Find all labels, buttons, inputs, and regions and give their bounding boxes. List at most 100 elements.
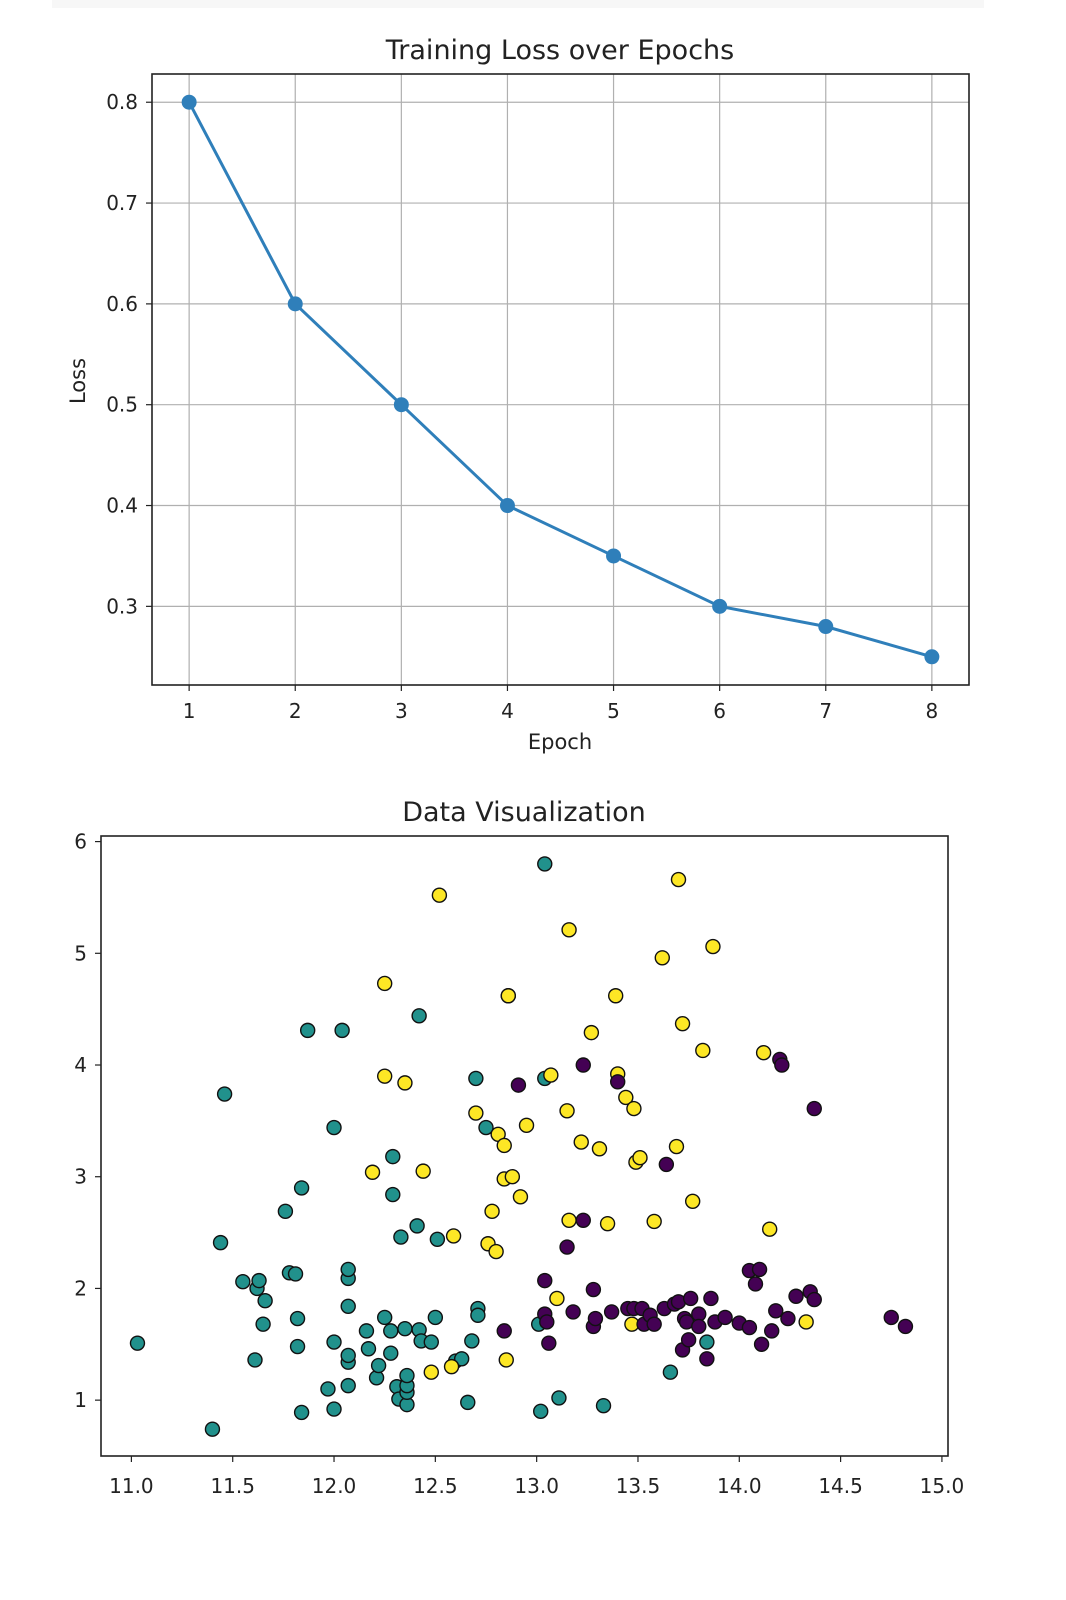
scatter-point xyxy=(798,1314,814,1330)
scatter-point xyxy=(468,1070,484,1087)
scatter-point xyxy=(751,1261,768,1278)
scatter-point xyxy=(496,1137,512,1154)
scatter-point xyxy=(399,1367,415,1384)
scatter-point xyxy=(488,1243,504,1260)
scatter-point xyxy=(561,922,577,938)
scatter-point xyxy=(397,1075,413,1091)
scatter-point xyxy=(247,1352,263,1368)
scatter-point xyxy=(510,1077,527,1093)
scatter-point xyxy=(255,1316,271,1332)
scatter-point xyxy=(293,1404,310,1421)
x-axis-label: Epoch xyxy=(528,730,592,754)
scatter-point xyxy=(632,1150,648,1166)
x-tick-label: 13.5 xyxy=(616,1474,661,1498)
x-tick-label: 11.5 xyxy=(210,1474,255,1498)
x-tick-label: 1 xyxy=(183,699,196,723)
scatter-point xyxy=(383,1345,399,1361)
scatter-point xyxy=(385,1148,401,1165)
scatter-point xyxy=(610,1074,626,1090)
scatter-point xyxy=(587,1310,604,1327)
scatter-point xyxy=(549,1290,565,1307)
chart-title: Training Loss over Epochs xyxy=(385,35,734,66)
scatter-point xyxy=(897,1318,914,1335)
x-tick-label: 14.5 xyxy=(818,1474,863,1498)
training-loss-chart: Training Loss over Epochs 1 2 3 4 5 6 7 8 0.3 0.4… xyxy=(66,35,970,754)
scatter-point xyxy=(376,1309,393,1326)
scatter-point xyxy=(376,1068,393,1084)
scatter-point xyxy=(496,1323,512,1339)
y-axis-label: Loss xyxy=(66,358,90,404)
scatter-point xyxy=(658,1156,675,1173)
scatter-point xyxy=(470,1307,486,1323)
scatter-point xyxy=(575,1212,591,1228)
scatter-point xyxy=(216,1086,233,1102)
scatter-point xyxy=(591,1141,608,1157)
scatter-point xyxy=(340,1261,356,1278)
data-point xyxy=(499,498,515,514)
scatter-point xyxy=(370,1357,387,1374)
scatter-point xyxy=(741,1319,758,1336)
scatter-point xyxy=(541,1335,557,1351)
scatter-point xyxy=(543,1067,559,1083)
scatter-point xyxy=(500,988,516,1004)
scatter-point xyxy=(334,1022,350,1039)
scatter-point xyxy=(393,1229,409,1245)
scatter-point xyxy=(561,1212,577,1228)
x-tick-label: 5 xyxy=(607,699,620,723)
scatter-point xyxy=(464,1333,480,1349)
y-tick-label: 0.5 xyxy=(106,393,138,417)
scatter-point xyxy=(573,1134,589,1150)
scatter-point xyxy=(533,1403,549,1420)
scatter-point xyxy=(705,938,721,955)
scatter-point xyxy=(806,1100,822,1117)
scatter-point xyxy=(340,1377,356,1394)
scatter-point xyxy=(409,1218,425,1234)
y-tick-label: 2 xyxy=(74,1276,87,1300)
scatter-point xyxy=(626,1100,642,1117)
x-tick-label: 11.0 xyxy=(109,1474,154,1498)
scatter-point xyxy=(537,856,553,872)
scatter-point xyxy=(129,1335,146,1351)
scatter-point xyxy=(559,1239,575,1255)
x-tick-label: 13.0 xyxy=(514,1474,559,1498)
scatter-point xyxy=(575,1057,591,1073)
scatter-point xyxy=(415,1163,431,1179)
scatter-point xyxy=(662,1364,679,1380)
x-tick-label: 7 xyxy=(819,699,832,723)
scatter-point xyxy=(289,1310,306,1327)
data-point xyxy=(287,296,303,312)
data-point xyxy=(924,649,940,665)
y-tick-label: 6 xyxy=(74,830,87,854)
scatter-point xyxy=(364,1164,381,1180)
x-tick-label: 15.0 xyxy=(920,1474,965,1498)
scatter-point xyxy=(684,1193,701,1209)
y-tick-label: 5 xyxy=(74,941,87,965)
y-tick-label: 3 xyxy=(74,1165,87,1189)
scatter-point xyxy=(682,1290,699,1307)
scatter-point xyxy=(443,1358,460,1375)
scatter-point xyxy=(806,1291,822,1308)
scatter-point xyxy=(423,1364,439,1380)
scatter-point xyxy=(618,1089,634,1106)
plot-frame xyxy=(151,73,970,686)
scatter-point xyxy=(251,1272,267,1289)
scatter-point xyxy=(326,1401,342,1417)
scatter-point xyxy=(431,887,448,903)
data-point xyxy=(818,619,834,635)
scatter-point xyxy=(453,1351,470,1367)
scatter-point xyxy=(484,1203,500,1220)
scatter-point xyxy=(780,1310,796,1327)
data-point xyxy=(712,598,728,614)
scatter-point xyxy=(340,1298,356,1315)
y-tick-label: 0.3 xyxy=(106,594,138,618)
scatter-point xyxy=(551,1390,567,1406)
scatter-point xyxy=(583,1024,600,1041)
scatter-point xyxy=(539,1314,555,1330)
data-point xyxy=(606,548,622,564)
x-tick-label: 2 xyxy=(289,699,302,723)
scatter-point xyxy=(691,1318,707,1335)
x-tick-label: 4 xyxy=(501,699,514,723)
scatter-point xyxy=(788,1288,804,1304)
scatter-point xyxy=(289,1338,306,1355)
scatter-point xyxy=(764,1323,780,1339)
